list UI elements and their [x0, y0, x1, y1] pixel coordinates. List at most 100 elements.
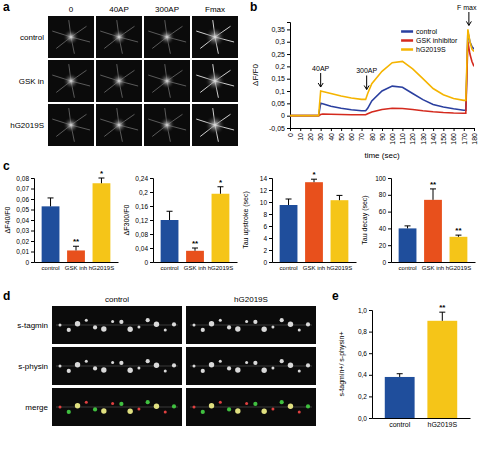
image-texture — [288, 322, 293, 327]
bar-chart: 00,040,080,120,160,20,24controlGSK inhhG… — [123, 175, 238, 272]
bar — [42, 206, 60, 262]
image-background — [192, 16, 238, 58]
image-background — [144, 60, 190, 102]
image-texture — [245, 402, 248, 405]
tick-label: 8 — [263, 211, 267, 218]
line-series — [290, 29, 474, 115]
tick-mark — [351, 128, 352, 131]
tick: 0,35 — [271, 26, 290, 33]
tick-mark — [388, 262, 391, 263]
tick-label: 0,1 — [275, 88, 285, 95]
tick: 0,2 — [275, 63, 290, 70]
axis-title: s-tagmin+/ s-physin+ — [338, 332, 346, 397]
column-header: hG2019S — [234, 295, 268, 304]
image-texture — [271, 366, 274, 369]
tick: GSK inh — [303, 262, 325, 271]
panel-label: b — [250, 0, 257, 14]
bar — [427, 321, 457, 418]
tick-mark — [369, 353, 372, 354]
error-bar — [439, 312, 445, 321]
plot-area — [399, 189, 468, 262]
image-background — [48, 60, 94, 102]
tick: 0,06 — [16, 196, 34, 203]
tick-label: GSK inh — [303, 265, 325, 271]
tick-label: GSK inh — [65, 265, 87, 271]
tick-label: 0 — [382, 259, 386, 266]
tick-label: 0,0 — [358, 415, 367, 422]
tick-label: 150 — [440, 133, 447, 145]
image-texture — [119, 402, 123, 406]
tick: 12 — [260, 187, 272, 194]
tick-label: hG2019S — [208, 265, 233, 271]
axis-title: Tau upstroke (sec) — [242, 191, 250, 249]
image-texture — [201, 328, 205, 332]
axis: 00,010,020,030,040,050,060,070,08 — [16, 175, 34, 266]
tick: 20 — [379, 242, 391, 249]
tick-label: 0,24 — [135, 175, 148, 182]
image-texture — [209, 362, 214, 367]
error-bar — [430, 189, 436, 200]
tick: 0,6 — [358, 350, 372, 357]
image-background — [52, 306, 182, 344]
tick-label: 0,2 — [139, 189, 148, 196]
tick-mark — [321, 128, 322, 131]
tick-mark — [269, 202, 272, 203]
image-texture — [209, 403, 214, 408]
tick-label: hG2019S — [327, 265, 352, 271]
annotation-arrow — [466, 12, 471, 25]
significance-label: * — [100, 169, 104, 178]
tick-label: 0,04 — [135, 245, 148, 252]
tick-label: 0,2 — [358, 393, 367, 400]
image-texture — [85, 360, 88, 363]
error-bar — [217, 187, 223, 194]
image-background — [186, 388, 316, 426]
legend-label: GSK inhibitor — [416, 37, 458, 44]
error-bar — [167, 211, 173, 220]
tick-label: 0,05 — [16, 206, 29, 213]
tick-mark — [287, 29, 290, 30]
error-bar — [192, 248, 198, 251]
image-cell — [52, 347, 182, 385]
image-texture — [261, 368, 266, 373]
tick-mark — [369, 418, 372, 419]
tick: 0 — [382, 259, 391, 266]
legend: controlGSK inhibitorhG2019S — [399, 27, 460, 54]
annotation: F max — [457, 4, 477, 11]
image-texture — [146, 359, 150, 363]
image-background — [192, 104, 238, 146]
image-texture — [227, 366, 231, 370]
axis: controlGSK inhhG2019S — [392, 262, 476, 271]
tick: 150 — [440, 128, 447, 145]
tick-label: 60 — [348, 133, 355, 141]
tick-mark — [150, 178, 153, 179]
plot-area — [161, 187, 230, 262]
image-texture — [205, 27, 225, 47]
image-cell — [192, 104, 238, 146]
tick-label: 0,8 — [358, 328, 367, 335]
axis: 0,00,20,40,60,81,0 — [358, 307, 373, 422]
tick-label: 0,35 — [271, 26, 285, 33]
significance-label: ** — [430, 180, 437, 189]
image-texture — [209, 321, 214, 326]
bar — [93, 183, 111, 262]
tick-mark — [287, 103, 290, 104]
bar-chart: 020406080100controlGSK inhhG2019S****Tau… — [361, 175, 476, 272]
image-texture — [201, 410, 205, 414]
image-texture — [111, 320, 114, 323]
tick-label: 12 — [260, 187, 268, 194]
image-texture — [261, 409, 266, 414]
legend-swatch — [401, 48, 413, 51]
tick-label: 6 — [263, 223, 267, 230]
tick-mark — [150, 248, 153, 249]
tick: 0,04 — [16, 217, 34, 224]
image-texture — [127, 368, 132, 373]
image-texture — [85, 401, 88, 404]
image-cell — [48, 60, 94, 102]
axis-title: Tau decay (sec) — [361, 195, 369, 244]
tick-label: 10 — [260, 199, 268, 206]
image-background — [144, 16, 190, 58]
image-texture — [190, 325, 312, 326]
image-cell — [52, 306, 182, 344]
tick: 0,08 — [16, 175, 34, 182]
image-cell — [48, 104, 94, 146]
